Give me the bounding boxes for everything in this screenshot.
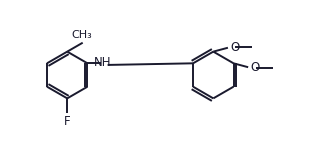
- Text: NH: NH: [94, 56, 112, 69]
- Text: CH₃: CH₃: [72, 30, 93, 40]
- Text: F: F: [64, 115, 70, 128]
- Text: O: O: [230, 41, 240, 54]
- Text: O: O: [251, 61, 260, 74]
